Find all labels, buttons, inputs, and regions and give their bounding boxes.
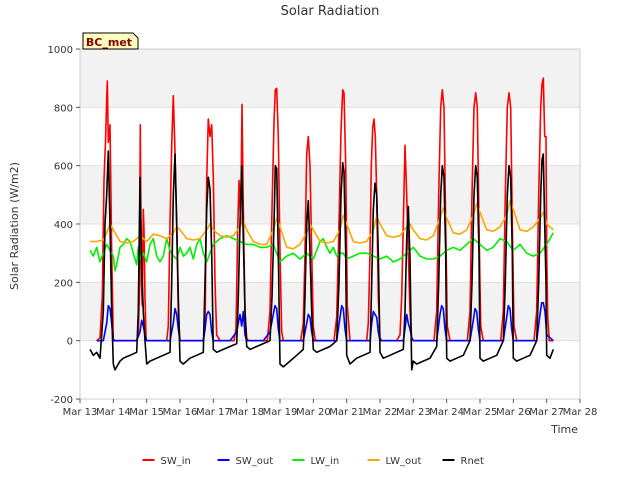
y-tick-label: 400 [54,220,73,231]
y-tick-label: -200 [50,395,73,406]
y-tick-label: 800 [54,103,73,114]
x-tick-label: Mar 28 [563,407,598,418]
series-line-lw-out [90,199,554,250]
legend-item: Rnet [442,456,484,467]
series-line-rnet [89,150,555,371]
legend-item: SW_in [142,456,191,467]
x-tick-label: Mar 14 [96,407,131,418]
chart-title: Solar Radiation [281,4,380,19]
x-tick-label: Mar 16 [163,407,198,418]
x-tick-label: Mar 21 [329,407,364,418]
x-tick-label: Mar 20 [296,407,331,418]
x-tick-label: Mar 25 [463,407,498,418]
legend: SW_in SW_out LW_in LW_out Rnet [142,456,484,467]
legend-label: LW_in [311,456,340,467]
x-tick-label: Mar 27 [529,407,564,418]
series-line-lw-in [89,232,554,272]
legend-item: LW_in [292,456,340,467]
x-tick-label: Mar 22 [363,407,398,418]
y-tick-label: 200 [54,278,73,289]
legend-item: SW_out [217,456,274,467]
x-tick-label: Mar 19 [263,407,298,418]
y-tick-label: 0 [67,337,73,348]
legend-item: LW_out [367,456,422,467]
x-tick-label: Mar 23 [396,407,431,418]
x-tick-label: Mar 17 [196,407,231,418]
grid-band [80,282,580,341]
series-lines [89,77,555,371]
grid-band [80,49,580,108]
series-line-sw-out [96,301,554,342]
x-tick-label: Mar 13 [63,407,98,418]
grid-band [80,165,580,224]
site-label: BC_met [86,36,132,49]
y-tick-label: 1000 [48,45,73,56]
y-tick-label: 600 [54,162,73,173]
legend-label: SW_out [236,456,274,467]
x-tick-label: Mar 24 [429,407,464,418]
legend-label: Rnet [461,456,484,467]
x-tick-label: Mar 26 [496,407,531,418]
x-axis-label: Time [550,423,578,436]
x-tick-label: Mar 15 [129,407,164,418]
legend-label: LW_out [386,456,422,467]
x-tick-label: Mar 18 [229,407,264,418]
y-axis-ticks: -200 0 200 400 600 800 1000 [48,45,80,406]
y-axis-label: Solar Radiation (W/m2) [8,162,21,290]
legend-label: SW_in [161,456,191,467]
site-label-box: BC_met [82,32,139,50]
